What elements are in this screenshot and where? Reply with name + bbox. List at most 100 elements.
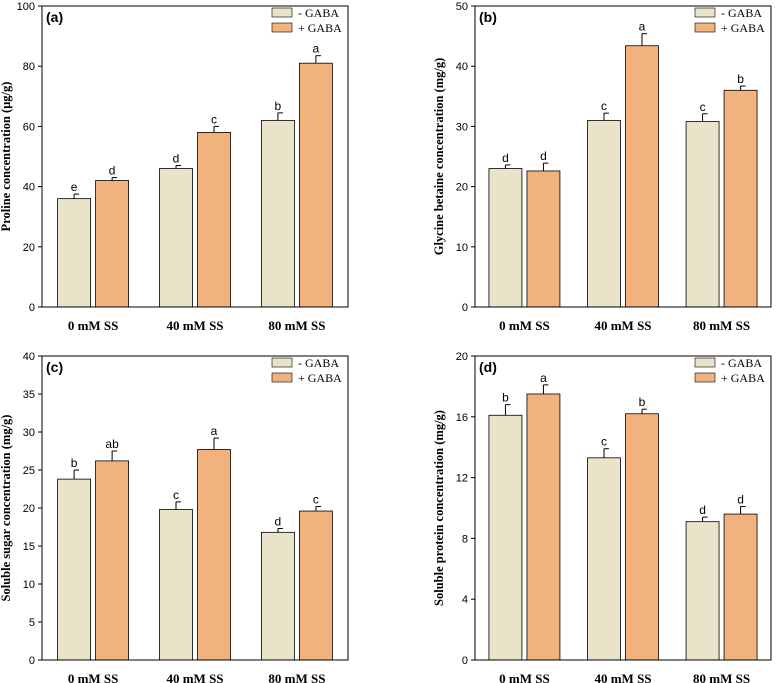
panel-tag: (b) — [479, 9, 497, 25]
significance-letter: a — [639, 20, 646, 34]
legend-swatch-plus — [694, 372, 716, 383]
bar — [625, 413, 659, 661]
significance-letter: d — [540, 149, 547, 163]
significance-letter: a — [313, 42, 320, 56]
y-tick-label: 50 — [456, 1, 468, 13]
significance-letter: d — [275, 515, 282, 529]
legend-label-minus: - GABA — [298, 356, 339, 370]
y-tick-label: 10 — [456, 242, 468, 254]
category-label: 40 mM SS — [594, 671, 651, 683]
y-tick-label: 15 — [23, 541, 35, 553]
category-label: 40 mM SS — [166, 671, 223, 683]
legend-swatch-minus — [694, 7, 716, 18]
significance-letter: d — [737, 492, 744, 506]
significance-letter: c — [313, 492, 319, 506]
y-tick-label: 60 — [23, 121, 35, 133]
y-tick-label: 40 — [456, 61, 468, 73]
bar — [723, 513, 758, 661]
significance-letter: ab — [105, 437, 119, 451]
significance-letter: b — [502, 391, 509, 405]
category-label: 80 mM SS — [693, 671, 750, 683]
legend-label-plus: + GABA — [298, 371, 342, 385]
y-tick-label: 12 — [456, 473, 468, 485]
bar — [685, 121, 720, 308]
legend-label-minus: - GABA — [721, 356, 762, 370]
legend-swatch-minus — [271, 357, 293, 368]
y-tick-label: 20 — [23, 503, 35, 515]
bar — [587, 457, 621, 661]
y-tick-label: 35 — [23, 389, 35, 401]
bar — [723, 89, 758, 308]
bar — [526, 170, 561, 308]
category-label: 80 mM SS — [693, 318, 750, 333]
bar — [685, 521, 720, 661]
y-axis-title: Proline concentration (μg/g) — [0, 82, 13, 232]
y-tick-label: 80 — [23, 61, 35, 73]
y-tick-label: 20 — [456, 182, 468, 194]
chart-panel-2: b ab 0 mM SS c a 40 mM SS d c 80 mM SS 0 5 10 15 20 25… — [0, 351, 349, 683]
chart-panel-1: d d 0 mM SS c a 40 mM SS c b 80 mM SS 0 10 20 30 40 50… — [432, 1, 772, 333]
y-tick-label: 0 — [29, 302, 35, 314]
legend-label-plus: + GABA — [721, 21, 765, 35]
significance-letter: c — [173, 488, 179, 502]
bar — [526, 393, 561, 661]
y-tick-label: 40 — [23, 351, 35, 363]
significance-letter: a — [211, 424, 218, 438]
plot-frame — [41, 5, 349, 308]
y-tick-label: 20 — [456, 351, 468, 363]
significance-letter: c — [601, 435, 607, 449]
significance-letter: b — [639, 395, 646, 409]
panel-tag: (a) — [46, 9, 63, 25]
legend-label-minus: - GABA — [721, 6, 762, 20]
y-tick-label: 0 — [462, 655, 468, 667]
legend-swatch-plus — [271, 372, 293, 383]
significance-letter: c — [211, 112, 217, 126]
y-tick-label: 16 — [456, 412, 468, 424]
bar — [197, 132, 231, 308]
significance-letter: a — [540, 371, 547, 385]
category-label: 0 mM SS — [499, 318, 550, 333]
y-axis-title: Glycine betaine concentration (mg/g) — [432, 58, 446, 256]
y-tick-label: 8 — [462, 533, 468, 545]
bar — [298, 62, 333, 308]
legend-swatch-minus — [271, 7, 293, 18]
legend-swatch-plus — [271, 22, 293, 33]
y-tick-label: 40 — [23, 182, 35, 194]
y-tick-label: 100 — [17, 1, 35, 13]
significance-letter: d — [699, 503, 706, 517]
y-tick-label: 30 — [456, 121, 468, 133]
y-tick-label: 0 — [29, 655, 35, 667]
bar — [159, 168, 193, 308]
chart-panel-3: b a 0 mM SS c b 40 mM SS d d 80 mM SS 0 4 8 12 16 20 (d… — [432, 351, 772, 683]
significance-letter: c — [700, 100, 706, 114]
legend-swatch-plus — [694, 22, 716, 33]
bar — [625, 45, 659, 308]
y-tick-label: 10 — [23, 579, 35, 591]
bar — [57, 198, 92, 308]
bar — [197, 449, 231, 661]
y-tick-label: 30 — [23, 427, 35, 439]
bar — [587, 119, 621, 308]
plot-frame — [41, 355, 349, 661]
y-tick-label: 25 — [23, 465, 35, 477]
bar — [488, 168, 523, 308]
y-tick-label: 4 — [462, 594, 468, 606]
significance-letter: d — [109, 164, 116, 178]
category-label: 40 mM SS — [166, 318, 223, 333]
y-axis-title: Soluble protein concentration (mg/g) — [432, 410, 446, 606]
bar — [260, 531, 295, 661]
panel-tag: (c) — [46, 359, 63, 375]
legend-label-plus: + GABA — [721, 371, 765, 385]
chart-panel-0: e d 0 mM SS d c 40 mM SS b a 80 mM SS 0 20 40 60 80 10… — [0, 1, 349, 333]
category-label: 40 mM SS — [594, 318, 651, 333]
plot-frame — [474, 5, 772, 308]
significance-letter: d — [502, 151, 509, 165]
significance-letter: b — [737, 72, 744, 86]
bar — [260, 119, 295, 308]
legend-label-plus: + GABA — [298, 21, 342, 35]
bar — [95, 460, 130, 661]
significance-letter: c — [601, 99, 607, 113]
plot-frame — [474, 355, 772, 661]
category-label: 80 mM SS — [268, 671, 325, 683]
